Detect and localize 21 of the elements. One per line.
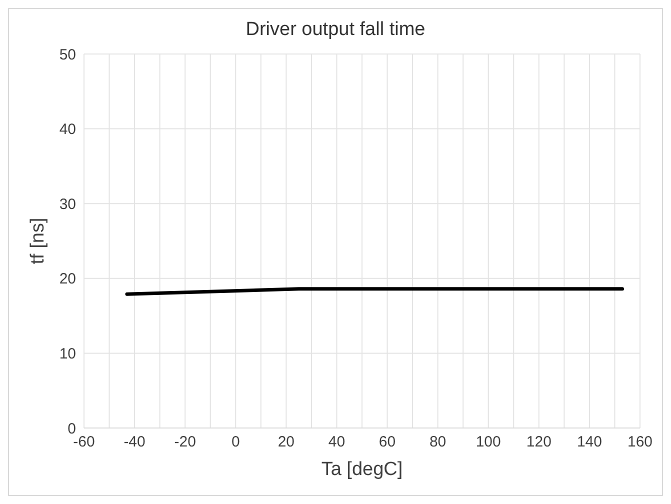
- x-tick-label: 160: [627, 434, 653, 451]
- x-tick-label: 100: [476, 434, 501, 451]
- x-tick-label: 60: [378, 434, 396, 451]
- x-tick-label: 20: [278, 434, 295, 451]
- x-tick-label: 0: [231, 434, 240, 451]
- chart-title: Driver output fall time: [244, 19, 426, 41]
- x-tick-label: 140: [576, 434, 602, 451]
- y-tick-label: 30: [59, 196, 76, 213]
- y-tick-label: 40: [59, 121, 76, 138]
- y-tick-label: 0: [68, 420, 76, 438]
- x-tick-label: -60: [73, 434, 95, 451]
- x-tick-label: -40: [124, 434, 146, 451]
- y-tick-label: 20: [59, 270, 76, 288]
- x-tick-label: -20: [174, 434, 196, 451]
- y-tick-label: 10: [59, 346, 76, 363]
- y-tick-label: 50: [59, 46, 76, 64]
- x-tick-label: 120: [526, 434, 552, 451]
- x-tick-label: 40: [328, 434, 346, 451]
- x-tick-label: 80: [429, 434, 446, 451]
- y-axis-title: tf [ns]: [28, 218, 49, 264]
- x-axis-title: Ta [degC]: [321, 459, 403, 480]
